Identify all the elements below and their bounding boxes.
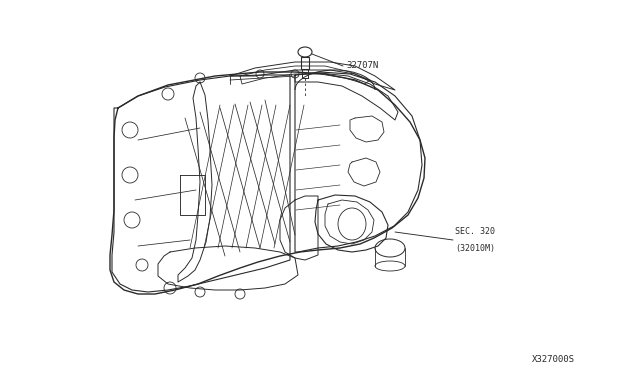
- Text: X327000S: X327000S: [532, 355, 575, 364]
- Text: SEC. 320: SEC. 320: [455, 227, 495, 236]
- Text: 32707N: 32707N: [346, 61, 378, 71]
- Text: (32010M): (32010M): [455, 244, 495, 253]
